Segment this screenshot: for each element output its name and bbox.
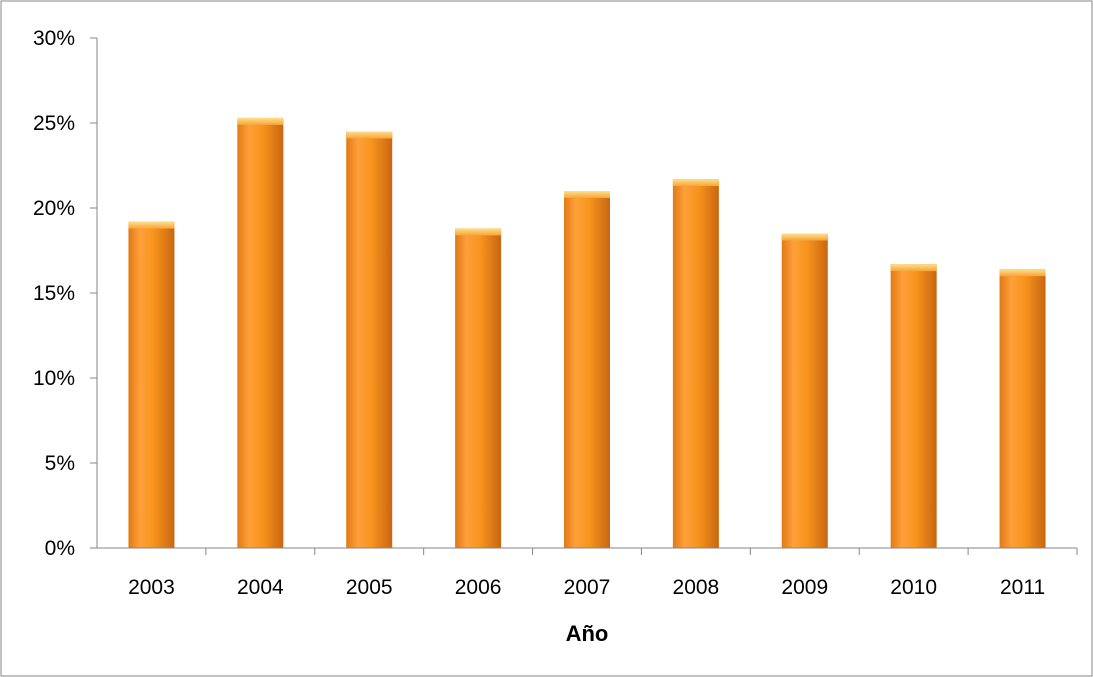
- bar-top-highlight: [564, 191, 610, 198]
- y-tick-label: 10%: [33, 367, 75, 390]
- x-tick-label: 2007: [564, 576, 611, 599]
- x-tick-label: 2011: [1000, 576, 1045, 599]
- x-tick-label: 2008: [673, 576, 720, 599]
- x-tick-label: 2006: [455, 576, 502, 599]
- bar-top-highlight: [455, 228, 502, 236]
- y-tick-label: 15%: [33, 282, 75, 305]
- x-tick-label: 2003: [128, 576, 175, 599]
- bar: [781, 233, 828, 548]
- y-tick-label: 20%: [33, 197, 75, 220]
- bar-top-highlight: [128, 221, 175, 229]
- x-axis-title: Año: [566, 621, 609, 646]
- bar-2010: [890, 264, 937, 548]
- bar: [999, 269, 1046, 548]
- bars: [128, 117, 1046, 549]
- bar: [564, 191, 610, 548]
- bar-2008: [672, 179, 719, 548]
- bar-2011: [999, 269, 1046, 548]
- bar-top-highlight: [237, 117, 284, 125]
- bar-2003: [128, 221, 175, 548]
- bar-top-highlight: [346, 131, 393, 139]
- x-tick-label: 2005: [346, 576, 393, 599]
- bar-top-highlight: [999, 269, 1046, 277]
- y-tick-label: 5%: [45, 452, 75, 475]
- bar-2006: [455, 228, 502, 548]
- bar-top-highlight: [781, 233, 828, 241]
- bar-top-highlight: [890, 264, 937, 272]
- x-tick-label: 2010: [890, 576, 937, 599]
- bar: [346, 131, 393, 548]
- bar-2007: [564, 191, 610, 548]
- x-tick-label: 2009: [781, 576, 828, 599]
- bar-top-highlight: [672, 179, 719, 187]
- bar-2004: [237, 117, 284, 549]
- y-tick-label: 0%: [45, 537, 75, 560]
- bar: [890, 264, 937, 548]
- bar-2005: [346, 131, 393, 548]
- bar: [672, 179, 719, 548]
- x-axis: 2003 2004 2005 2006 2007 2008 2009 2010 2011: [97, 547, 1078, 599]
- bar-2009: [781, 233, 828, 548]
- y-tick-label: 25%: [33, 112, 75, 135]
- y-axis: 0% 5% 10% 15% 20% 25% 30%: [33, 27, 98, 560]
- bar: [128, 221, 175, 548]
- bar: [237, 117, 284, 549]
- bar: [455, 228, 502, 548]
- y-tick-label: 30%: [33, 27, 75, 50]
- x-tick-label: 2004: [237, 576, 284, 599]
